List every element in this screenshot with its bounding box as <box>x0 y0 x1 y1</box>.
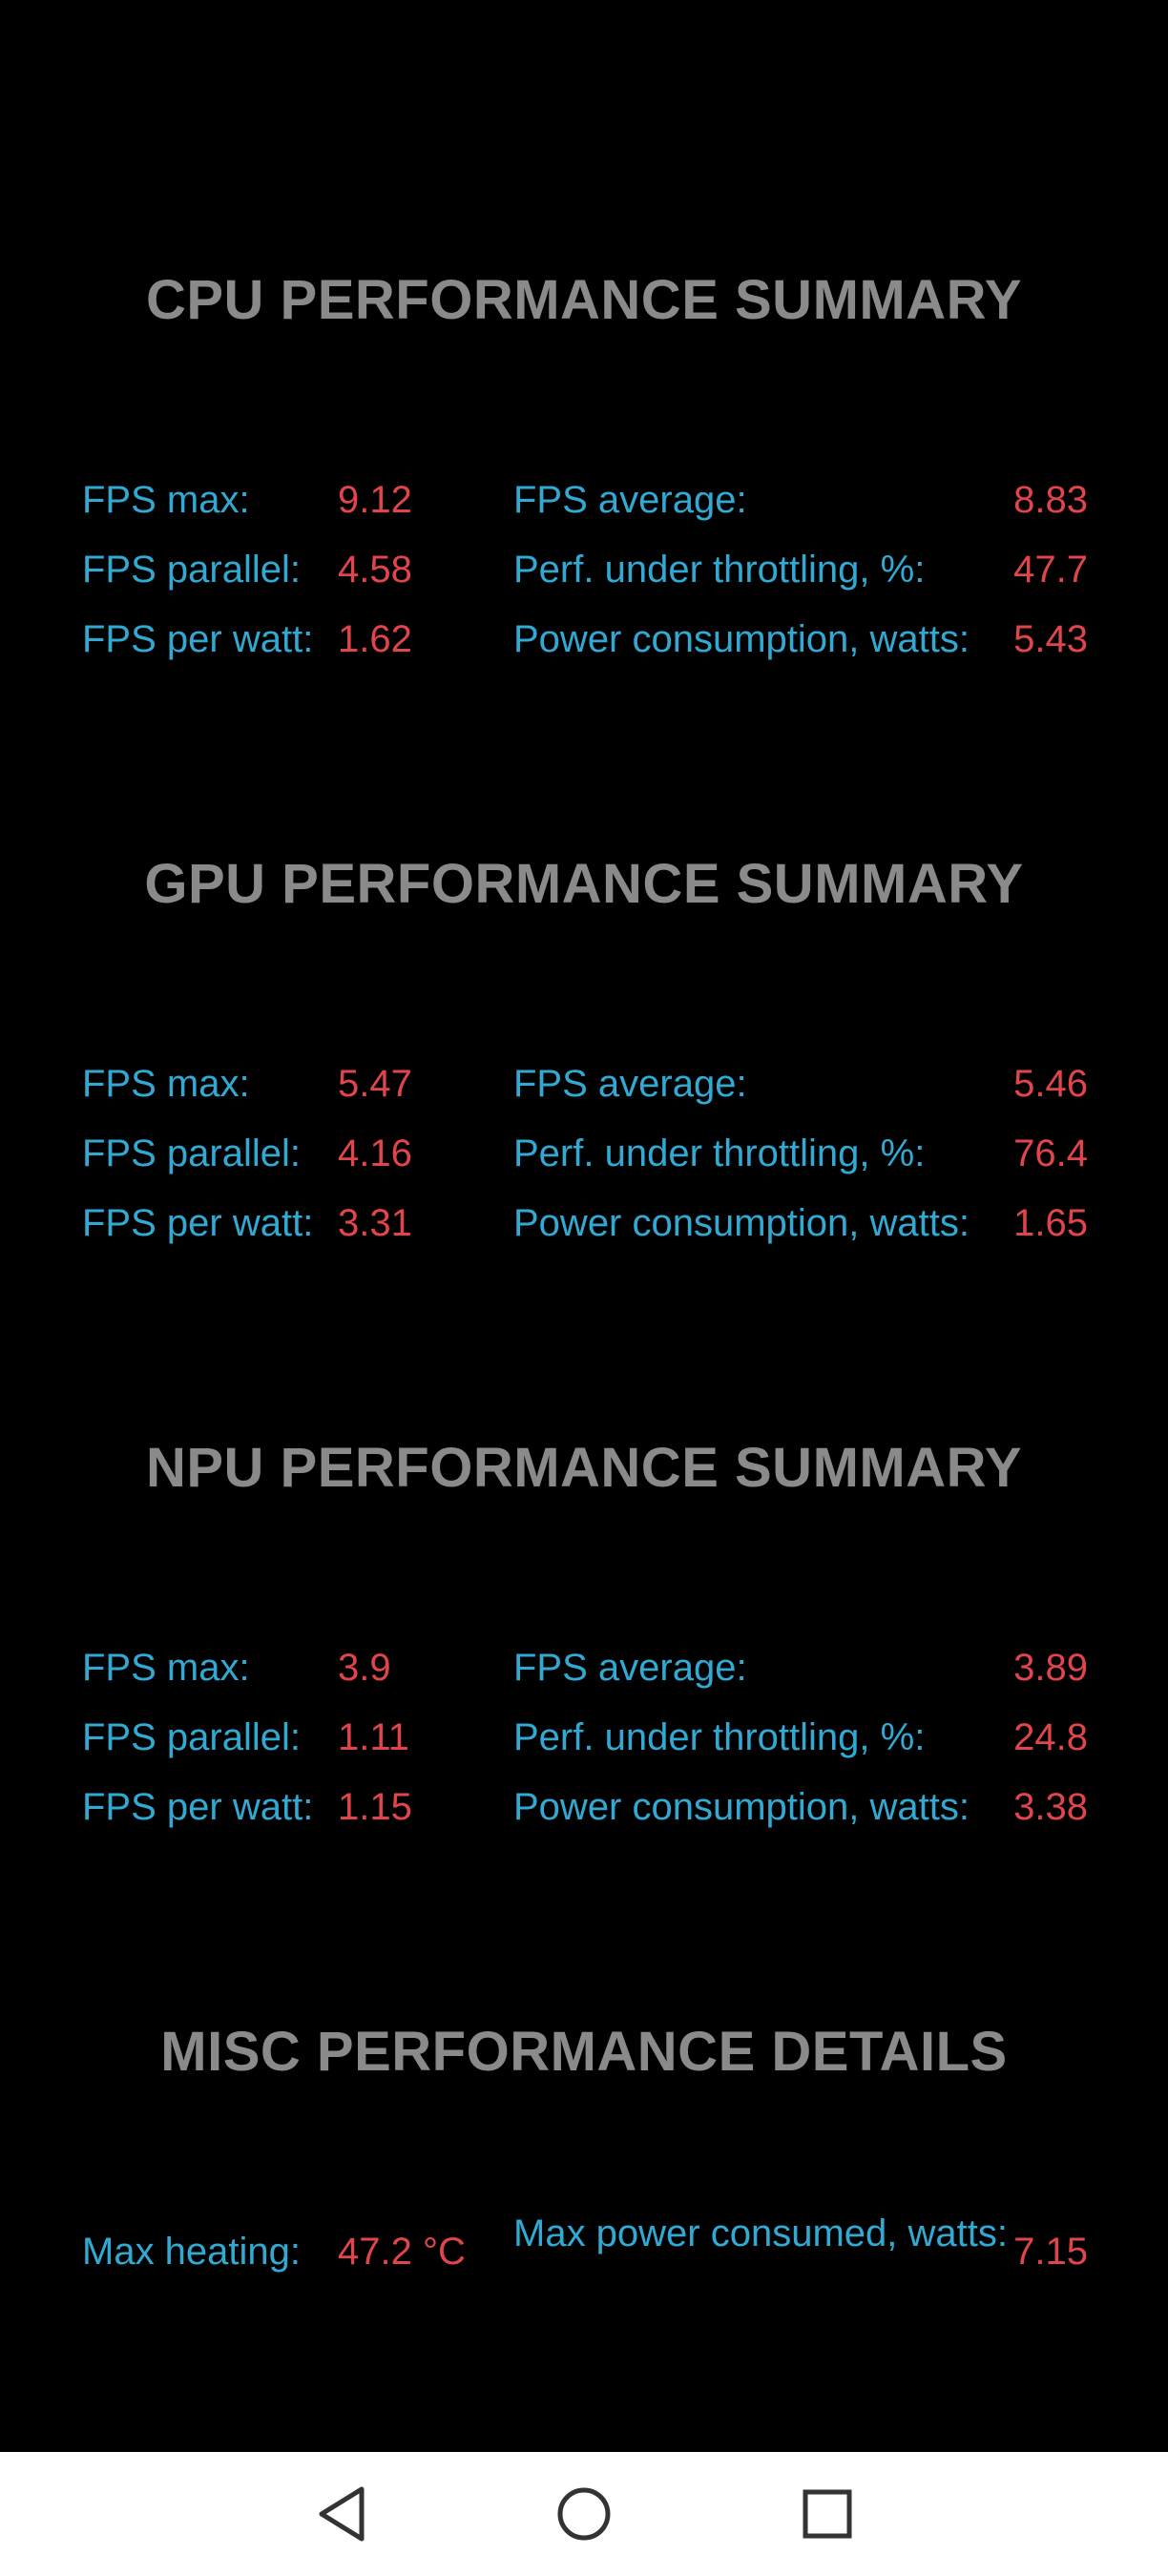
npu-fps-parallel-label: FPS parallel: <box>82 1716 301 1758</box>
npu-row-fps-parallel: FPS parallel: 1.11 Perf. under throttlin… <box>0 1718 1168 1776</box>
system-navigation-bar <box>0 2452 1168 2576</box>
gpu-row-fps-per-watt: FPS per watt: 3.31 Power consumption, wa… <box>0 1204 1168 1261</box>
cpu-fps-average-label: FPS average: <box>513 479 747 521</box>
npu-fps-parallel-value: 1.11 <box>338 1716 409 1758</box>
max-power-consumed-value: 7.15 <box>1013 2231 1088 2273</box>
gpu-fps-per-watt-value: 3.31 <box>338 1202 412 1244</box>
gpu-fps-average-label: FPS average: <box>513 1063 747 1105</box>
cpu-fps-max-value: 9.12 <box>338 479 412 521</box>
gpu-row-fps-max: FPS max: 5.47 FPS average: 5.46 <box>0 1065 1168 1122</box>
home-button[interactable] <box>545 2475 623 2553</box>
misc-section-title: MISC PERFORMANCE DETAILS <box>160 2021 1008 2083</box>
cpu-section-title: CPU PERFORMANCE SUMMARY <box>145 269 1023 331</box>
back-triangle-icon <box>319 2486 365 2542</box>
cpu-power-consumption-value: 5.43 <box>1013 618 1088 660</box>
cpu-fps-max-label: FPS max: <box>82 479 250 521</box>
npu-fps-per-watt-value: 1.15 <box>338 1786 412 1828</box>
max-heating-value: 47.2 °C <box>338 2231 466 2273</box>
cpu-throttling-label: Perf. under throttling, %: <box>513 549 926 591</box>
recents-button[interactable] <box>788 2475 866 2553</box>
cpu-power-consumption-label: Power consumption, watts: <box>513 618 970 660</box>
cpu-row-fps-per-watt: FPS per watt: 1.62 Power consumption, wa… <box>0 620 1168 677</box>
gpu-power-consumption-value: 1.65 <box>1013 1202 1088 1244</box>
npu-fps-per-watt-label: FPS per watt: <box>82 1786 314 1828</box>
npu-row-fps-per-watt: FPS per watt: 1.15 Power consumption, wa… <box>0 1788 1168 1845</box>
gpu-row-fps-parallel: FPS parallel: 4.16 Perf. under throttlin… <box>0 1134 1168 1192</box>
gpu-fps-average-value: 5.46 <box>1013 1063 1088 1105</box>
npu-section-title: NPU PERFORMANCE SUMMARY <box>145 1437 1023 1499</box>
cpu-row-fps-max: FPS max: 9.12 FPS average: 8.83 <box>0 481 1168 538</box>
npu-throttling-value: 24.8 <box>1013 1716 1088 1758</box>
npu-fps-max-label: FPS max: <box>82 1647 250 1689</box>
gpu-section-title: GPU PERFORMANCE SUMMARY <box>144 853 1024 915</box>
max-heating-label: Max heating: <box>82 2231 302 2273</box>
cpu-fps-parallel-label: FPS parallel: <box>82 549 301 591</box>
npu-power-consumption-value: 3.38 <box>1013 1786 1088 1828</box>
gpu-fps-per-watt-label: FPS per watt: <box>82 1202 314 1244</box>
max-power-consumed-label: Max power consumed, watts: <box>513 2213 1008 2254</box>
npu-throttling-label: Perf. under throttling, %: <box>513 1716 926 1758</box>
gpu-throttling-value: 76.4 <box>1013 1132 1088 1174</box>
gpu-fps-max-label: FPS max: <box>82 1063 250 1105</box>
home-circle-icon <box>557 2487 611 2541</box>
npu-fps-average-label: FPS average: <box>513 1647 747 1689</box>
cpu-row-fps-parallel: FPS parallel: 4.58 Perf. under throttlin… <box>0 551 1168 608</box>
npu-power-consumption-label: Power consumption, watts: <box>513 1786 970 1828</box>
benchmark-results-screen: CPU PERFORMANCE SUMMARY FPS max: 9.12 FP… <box>0 269 1168 2290</box>
cpu-fps-average-value: 8.83 <box>1013 479 1088 521</box>
recents-square-icon <box>803 2489 852 2539</box>
gpu-fps-parallel-value: 4.16 <box>338 1132 412 1174</box>
npu-fps-average-value: 3.89 <box>1013 1647 1088 1689</box>
cpu-throttling-value: 47.7 <box>1013 549 1088 591</box>
gpu-fps-parallel-label: FPS parallel: <box>82 1132 301 1174</box>
gpu-power-consumption-label: Power consumption, watts: <box>513 1202 970 1244</box>
cpu-fps-parallel-value: 4.58 <box>338 549 412 591</box>
misc-row-max-heating: Max heating: 47.2 °C Max power consumed,… <box>0 2213 1168 2290</box>
npu-fps-max-value: 3.9 <box>338 1647 391 1689</box>
npu-row-fps-max: FPS max: 3.9 FPS average: 3.89 <box>0 1649 1168 1706</box>
gpu-throttling-label: Perf. under throttling, %: <box>513 1132 926 1174</box>
back-button[interactable] <box>302 2475 380 2553</box>
cpu-fps-per-watt-label: FPS per watt: <box>82 618 314 660</box>
cpu-fps-per-watt-value: 1.62 <box>338 618 412 660</box>
gpu-fps-max-value: 5.47 <box>338 1063 412 1105</box>
